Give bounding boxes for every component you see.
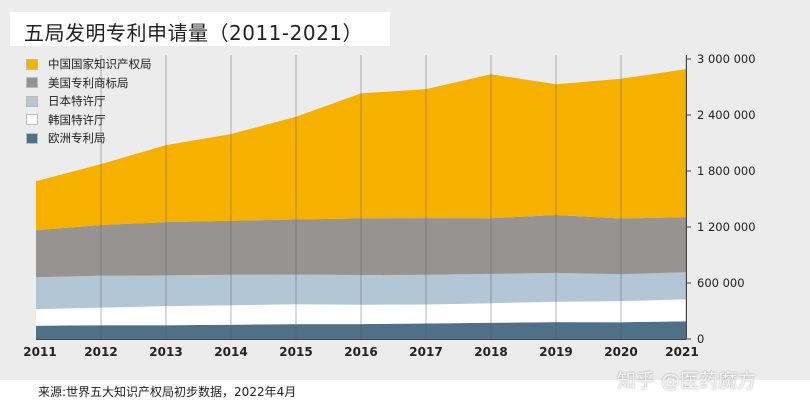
source-note: 来源:世界五大知识产权局初步数据，2022年4月 [38,385,297,399]
legend-swatch [26,77,38,88]
legend-label: 美国专利商标局 [48,75,129,90]
y-tick-label: 3 000 000 [697,52,756,66]
y-tick-label: 0 [697,332,704,346]
y-tick-label: 2 400 000 [697,108,756,122]
y-tick-label: 1 800 000 [697,164,756,178]
legend-item: 日本特许厅 [26,93,106,109]
legend-swatch [26,114,38,125]
x-tick-label: 2015 [279,345,312,359]
legend-item: 韩国特许厅 [26,112,106,128]
y-tick-label: 600 000 [697,276,745,290]
x-tick-label: 2017 [409,345,442,359]
legend-item: 欧洲专利局 [26,130,106,146]
y-tick-labels: 0 600 000 1 200 000 1 800 000 2 400 000 3 000… [686,52,756,346]
legend-label: 韩国特许厅 [48,112,106,127]
x-tick-label: 2012 [84,345,117,359]
legend-item: 美国专利商标局 [26,75,129,91]
legend-swatch [26,58,38,70]
x-tick-label: 2013 [149,345,182,359]
x-tick-label: 2020 [604,345,637,359]
legend-swatch [26,95,38,107]
x-tick-label: 2018 [474,345,507,359]
footer-band [0,380,810,410]
chart-title: 五局发明专利申请量（2011-2021） [24,21,364,45]
x-tick-label: 2016 [344,345,377,359]
legend-item: 中国国家知识产权局 [26,56,152,72]
title-tab [10,12,390,46]
legend-label: 日本特许厅 [48,94,106,108]
x-tick-label: 2019 [539,345,572,359]
watermark: 知乎 @医药魔方 [617,370,757,392]
legend-swatch [26,132,38,144]
legend-label: 欧洲专利局 [48,131,106,145]
x-tick-label: 2014 [214,345,247,359]
x-tick-label: 2021 [665,345,698,359]
x-tick-label: 2011 [23,345,56,359]
x-tick-labels: 2011 2012 2013 2014 2015 2016 2017 2018 2019 2020… [23,345,698,359]
axes [36,55,687,340]
y-tick-label: 1 200 000 [697,220,756,234]
legend-label: 中国国家知识产权局 [48,57,152,71]
